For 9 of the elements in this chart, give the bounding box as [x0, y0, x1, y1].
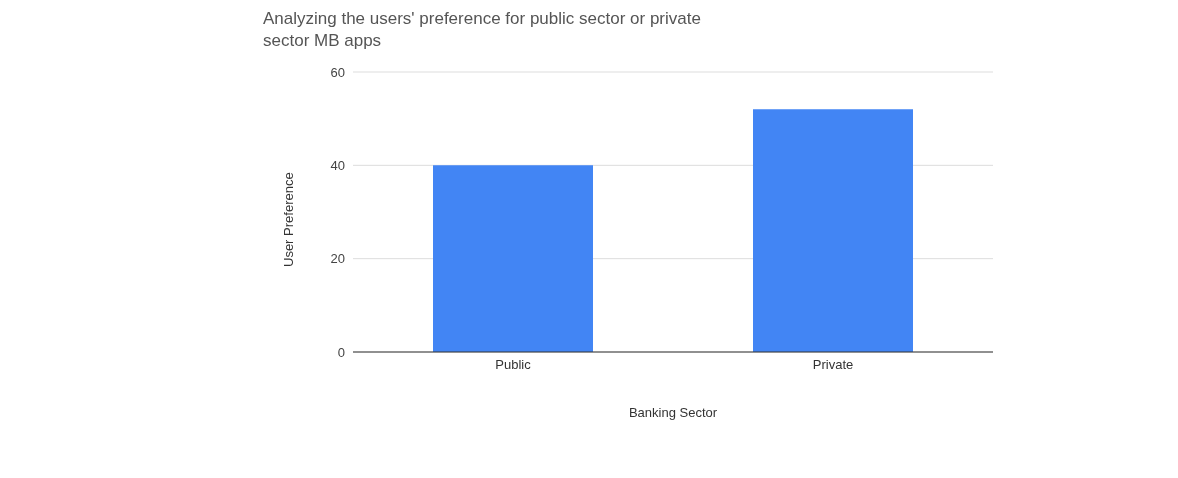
y-axis-title: User Preference	[280, 172, 296, 267]
y-tick-label: 60	[330, 64, 345, 80]
chart-title: Analyzing the users' preference for public sector or private sector MB apps	[263, 8, 702, 52]
x-tick-label: Public	[495, 357, 532, 373]
x-axis-title: Banking Sector	[628, 405, 718, 420]
y-tick-label: 40	[330, 157, 345, 173]
x-tick-label: Private	[812, 357, 854, 373]
y-tick-label: 20	[330, 251, 345, 267]
y-tick-label: 0	[337, 344, 345, 360]
